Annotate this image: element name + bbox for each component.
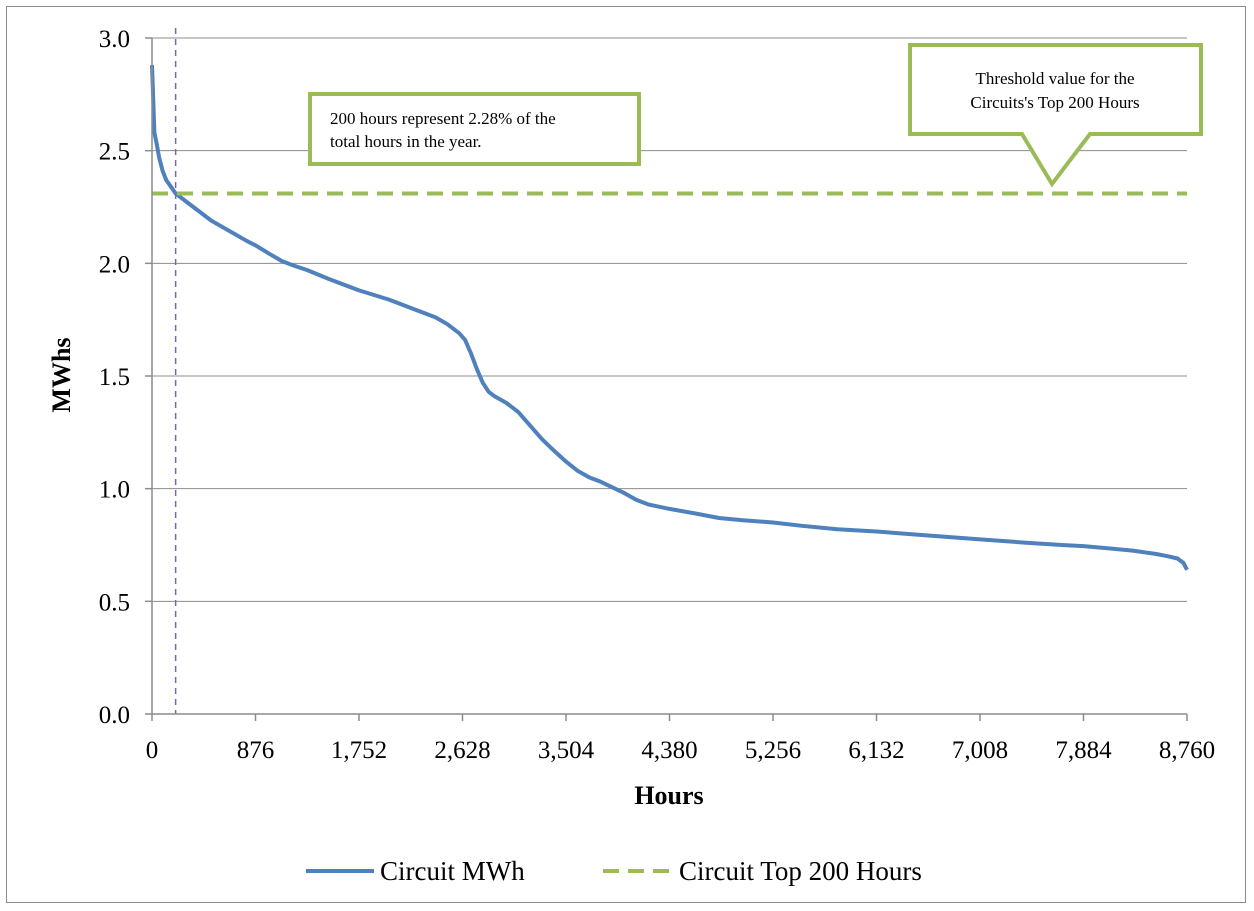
callout-line-2: Circuits's Top 200 Hours bbox=[970, 93, 1139, 112]
y-tick-label: 0.5 bbox=[99, 589, 130, 616]
x-tick-label: 7,884 bbox=[1055, 737, 1112, 764]
x-axis-title: Hours bbox=[634, 781, 703, 810]
annotation-callout-threshold: Threshold value for the Circuits's Top 2… bbox=[908, 43, 1203, 188]
y-tick-label: 3.0 bbox=[99, 26, 130, 53]
x-tick-label: 6,132 bbox=[848, 737, 904, 764]
x-tick-label: 1,752 bbox=[331, 737, 387, 764]
y-tick-label: 2.0 bbox=[99, 251, 130, 278]
y-tick-label: 1.5 bbox=[99, 364, 130, 391]
legend-label-top-200-hours: Circuit Top 200 Hours bbox=[679, 856, 922, 886]
y-tick-label: 1.0 bbox=[99, 477, 130, 504]
x-tick-label: 5,256 bbox=[745, 737, 801, 764]
callout-box bbox=[308, 92, 641, 166]
x-tick-label: 0 bbox=[146, 737, 159, 764]
y-tick-labels: 0.0 0.5 1.0 1.5 2.0 2.5 3.0 bbox=[99, 26, 130, 729]
callout-line-1: 200 hours represent 2.28% of the bbox=[330, 109, 556, 128]
x-tick-label: 7,008 bbox=[952, 737, 1008, 764]
x-tick-labels: 0 876 1,752 2,628 3,504 4,380 5,256 6,132 7,008 7… bbox=[146, 737, 1215, 764]
annotation-callout-200-hours: 200 hours represent 2.28% of the total h… bbox=[308, 92, 641, 166]
x-tick-label: 4,380 bbox=[641, 737, 697, 764]
series-layer bbox=[150, 64, 1189, 571]
y-axis-title: MWhs bbox=[47, 337, 76, 412]
y-tick-label: 2.5 bbox=[99, 139, 130, 166]
x-tick-label: 876 bbox=[237, 737, 275, 764]
legend: Circuit MWh Circuit Top 200 Hours bbox=[306, 856, 922, 886]
x-tick-label: 3,504 bbox=[538, 737, 595, 764]
x-tick-label: 8,760 bbox=[1159, 737, 1215, 764]
legend-label-circuit-mwh: Circuit MWh bbox=[380, 856, 525, 886]
x-tick-label: 2,628 bbox=[434, 737, 490, 764]
callout-box bbox=[908, 43, 1203, 188]
y-tick-label: 0.0 bbox=[99, 702, 130, 729]
series-line-circuit-mwh bbox=[150, 64, 1189, 571]
callout-line-1: Threshold value for the bbox=[975, 69, 1134, 88]
axes bbox=[145, 37, 1188, 721]
callout-line-2: total hours in the year. bbox=[330, 132, 482, 151]
